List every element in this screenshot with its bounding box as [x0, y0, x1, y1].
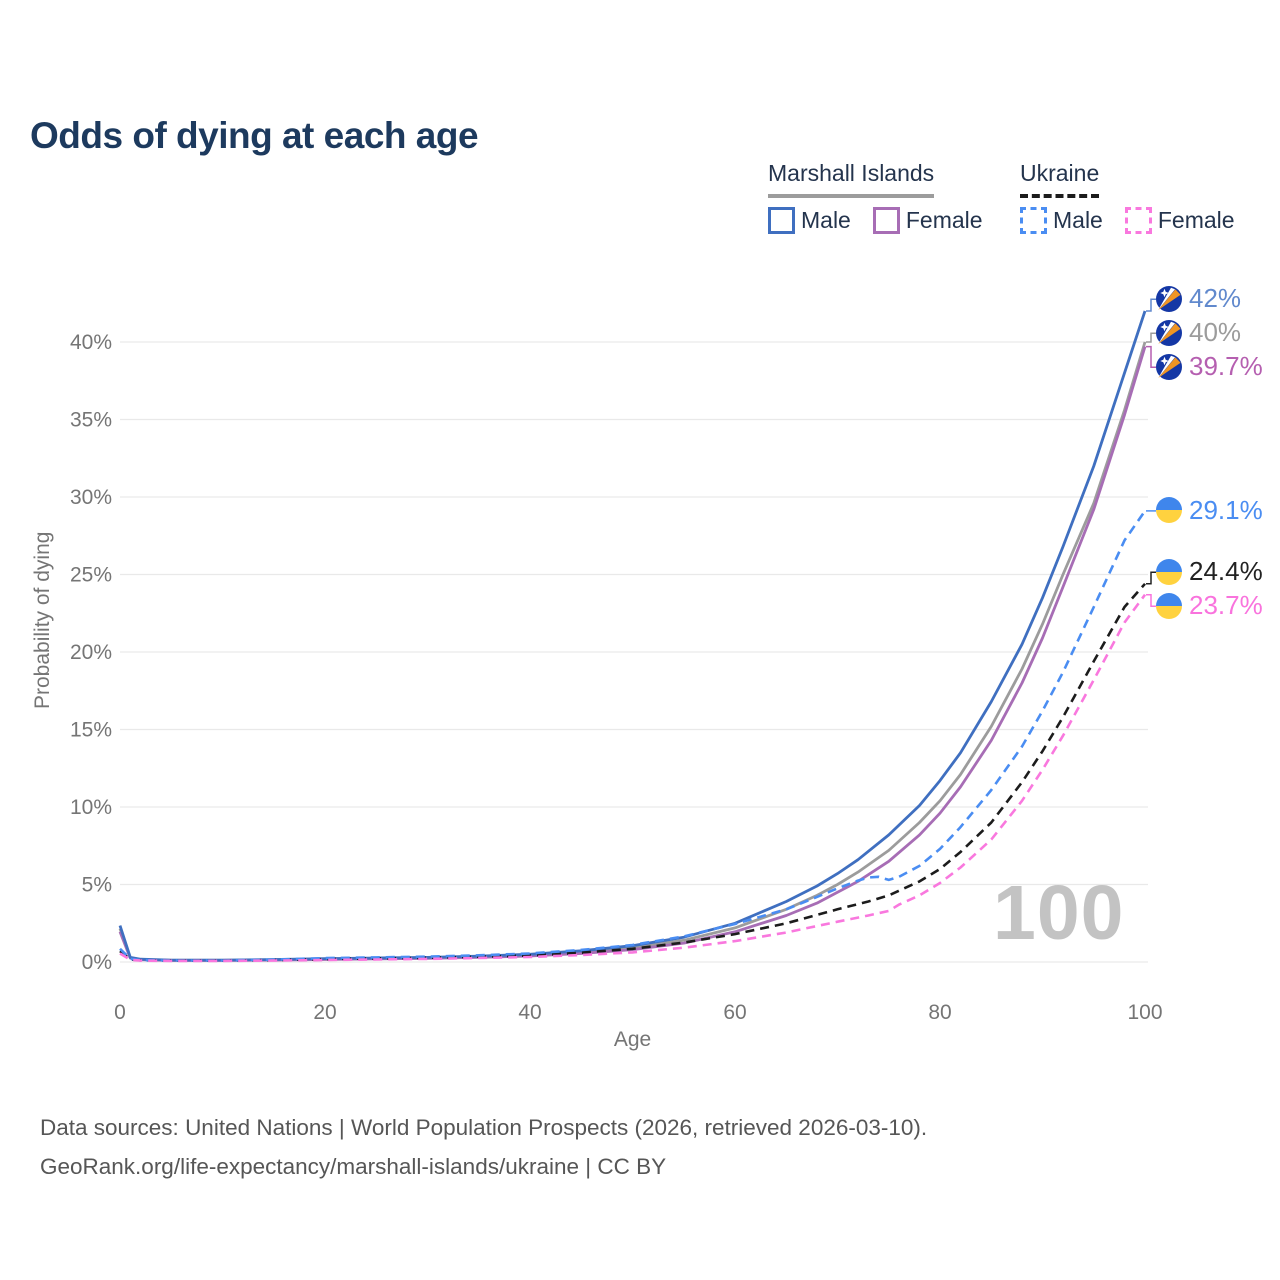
marshall-islands-flag-icon	[1156, 353, 1182, 380]
legend-item-label: Male	[801, 207, 851, 233]
footer: Data sources: United Nations | World Pop…	[40, 1108, 927, 1186]
y-tick-label: 30%	[70, 486, 112, 509]
end-label-ukraine-both-sexes-: 24.4%	[1156, 556, 1263, 587]
legend-item-label: Male	[1053, 207, 1103, 233]
end-label-ukraine-male: 29.1%	[1156, 495, 1263, 526]
series-line-marshall-islands-male[interactable]	[118, 310, 1147, 962]
end-label-value: 42%	[1189, 283, 1242, 314]
x-tick-label: 80	[928, 1001, 951, 1024]
age-watermark: 100	[993, 870, 1125, 956]
y-tick-label: 15%	[70, 719, 112, 742]
legend-items-ukraine: Male Female	[1020, 207, 1235, 234]
legend-group-ukraine: Ukraine Male Female	[1020, 160, 1235, 234]
series-line-ukraine-male[interactable]	[119, 510, 1147, 962]
end-label-ukraine-female: 23.7%	[1156, 590, 1263, 621]
footer-data-sources: Data sources: United Nations | World Pop…	[40, 1115, 928, 1140]
y-tick-label: 40%	[70, 331, 112, 354]
legend-item-ukraine-male[interactable]: Male	[1020, 207, 1103, 234]
y-tick-label: 25%	[70, 564, 112, 587]
page-title: Odds of dying at each age	[30, 114, 479, 156]
x-tick-label: 0	[114, 1001, 126, 1024]
end-label-value: 23.7%	[1189, 590, 1263, 621]
leader-line	[1146, 345, 1156, 368]
legend-item-marshall-islands-female[interactable]: Female	[872, 207, 983, 234]
leader-line	[1146, 571, 1156, 585]
end-label-value: 24.4%	[1189, 556, 1263, 587]
ukraine-female-swatch	[1124, 207, 1152, 234]
legend-item-label: Female	[1157, 207, 1235, 233]
x-tick-label: 60	[723, 1001, 746, 1024]
ukraine-male-swatch	[1020, 207, 1047, 234]
legend-item-label: Female	[905, 207, 983, 233]
ukraine-flag-icon	[1156, 592, 1182, 619]
series-line-ukraine-both-sexes-[interactable]	[119, 582, 1146, 962]
end-label-marshall-islands-female: 39.7%	[1156, 351, 1263, 382]
legend-group-title-ukraine[interactable]: Ukraine	[1020, 160, 1100, 198]
y-tick-label: 20%	[70, 641, 112, 664]
end-label-marshall-islands-male: 42%	[1156, 283, 1241, 314]
leader-line	[1146, 298, 1156, 312]
marshall-islands-flag-icon	[1156, 319, 1182, 346]
series-line-marshall-islands-both-sexes-[interactable]	[118, 341, 1147, 962]
ukraine-flag-icon	[1156, 497, 1182, 524]
leader-line	[1146, 332, 1156, 343]
legend-item-ukraine-female[interactable]: Female	[1124, 207, 1235, 234]
x-tick-label: 20	[313, 1001, 336, 1024]
y-tick-label: 10%	[70, 796, 112, 819]
y-tick-label: 35%	[70, 409, 112, 432]
end-label-value: 39.7%	[1189, 351, 1263, 382]
y-tick-label: 0%	[82, 951, 112, 974]
y-tick-label: 5%	[82, 874, 112, 897]
end-label-value: 29.1%	[1189, 494, 1263, 525]
y-axis-title: Probability of dying	[31, 531, 54, 709]
legend-item-marshall-islands-male[interactable]: Male	[768, 207, 851, 234]
x-axis-title: Age	[613, 1028, 652, 1051]
leader-line	[1146, 593, 1156, 607]
legend-group-marshall-islands: Marshall Islands Male Female	[768, 160, 983, 234]
marshall-islands-male-swatch	[768, 207, 795, 234]
marshall-islands-flag-icon	[1156, 285, 1182, 312]
ukraine-flag-icon	[1156, 558, 1182, 585]
series-line-ukraine-female[interactable]	[119, 593, 1147, 963]
legend-items-marshall-islands: Male Female	[768, 207, 983, 234]
end-label-value: 40%	[1189, 317, 1242, 348]
footer-attribution: GeoRank.org/life-expectancy/marshall-isl…	[40, 1154, 667, 1179]
x-tick-label: 40	[518, 1001, 541, 1024]
x-tick-label: 100	[1127, 1001, 1162, 1024]
marshall-islands-female-swatch	[872, 207, 900, 234]
series-line-marshall-islands-female[interactable]	[118, 346, 1147, 962]
end-label-marshall-islands-both-sexes-: 40%	[1156, 317, 1241, 348]
legend-group-title-marshall-islands[interactable]: Marshall Islands	[768, 160, 935, 198]
